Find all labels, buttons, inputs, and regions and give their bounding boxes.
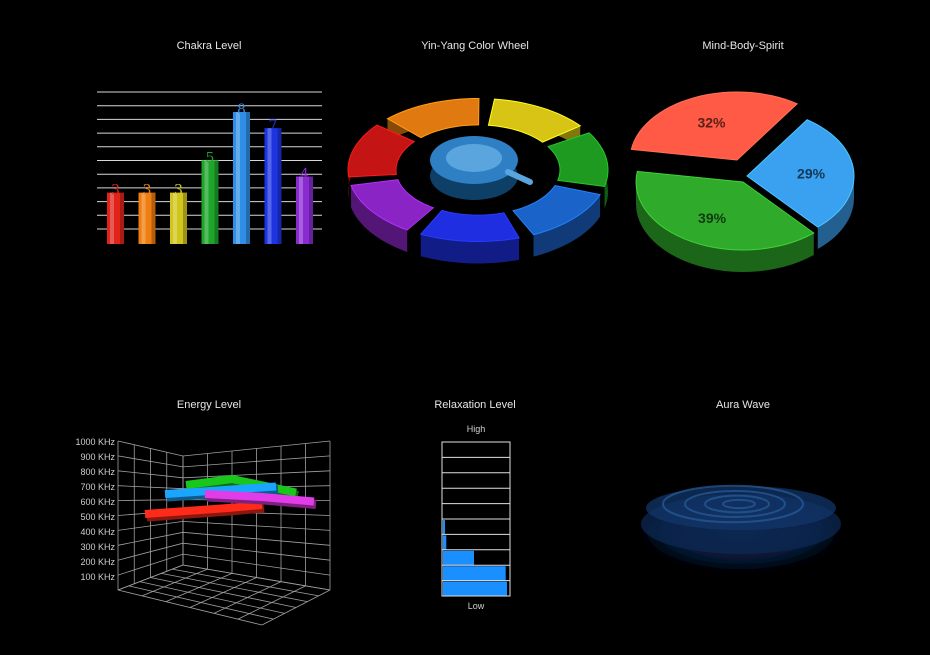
aura-title: Aura Wave [715, 399, 770, 411]
pie-slice-label: 39% [698, 210, 727, 226]
energy-gridline [117, 531, 331, 546]
relax-high-label: High [467, 424, 486, 434]
wheel-segment [386, 97, 480, 139]
color-wheel-chart [347, 97, 609, 264]
energy-tick-label: 700 KHz [80, 482, 115, 492]
wheel-segment [347, 124, 416, 178]
chakra-bar [107, 192, 124, 244]
chakra-value-label: 3 [111, 183, 120, 199]
bar-shade [309, 176, 313, 244]
chakra-value-label: 3 [143, 183, 152, 199]
wheel-segment-side [420, 234, 520, 264]
chakra-bar [138, 192, 156, 244]
chakra-value-label: 5 [206, 150, 215, 166]
bar-shade [151, 192, 156, 244]
chakra-value-label: 7 [269, 118, 278, 134]
bar-shade [246, 112, 250, 244]
relax-bar [443, 581, 508, 596]
pie-slice-label: 32% [697, 115, 726, 131]
wheel-segment [512, 184, 601, 236]
bar-highlight [267, 128, 272, 244]
wheel-segment [547, 132, 609, 187]
chakra-bar-chart: 3 3 3 5 8 7 4 [97, 91, 322, 244]
chakra-bar [201, 160, 219, 244]
energy-gridline [117, 455, 331, 468]
chakra-bar [170, 192, 187, 244]
aura-ring [722, 498, 756, 510]
wheel-pointer [505, 169, 533, 185]
bar-highlight [204, 160, 209, 244]
wheel-center-highlight [446, 144, 502, 172]
chakra-bar [296, 176, 313, 244]
chakra-value-label: 8 [237, 102, 246, 118]
mind-body-spirit-pie: 32% 29% 39% [630, 91, 855, 272]
wheel-segment [419, 209, 520, 242]
energy-title: Energy Level [176, 399, 242, 411]
energy-gridline [117, 520, 331, 531]
energy-tick-label: 100 KHz [80, 572, 115, 582]
bar-highlight [299, 176, 303, 244]
chakra-value-label: 3 [174, 183, 183, 199]
relax-frame [441, 441, 511, 597]
energy-tick-label: 1000 KHz [75, 437, 115, 447]
bar-shade [120, 192, 124, 244]
energy-tick-label: 600 KHz [80, 497, 115, 507]
aura-ring [662, 484, 804, 524]
relax-bar [443, 566, 506, 581]
relax-bar [443, 535, 447, 550]
energy-floor-line [128, 585, 274, 620]
relax-low-label: Low [468, 601, 485, 611]
energy-floor-line [261, 589, 331, 626]
energy-series-line [204, 490, 315, 506]
relaxation-level-chart: High Low [441, 424, 511, 611]
aura-wave-chart [629, 484, 853, 576]
bar-highlight [141, 192, 146, 244]
bar-highlight [236, 112, 240, 244]
chakra-bar [233, 112, 250, 244]
pie-slice-label: 29% [797, 165, 826, 181]
aura-ring [704, 494, 770, 514]
pie-slice-side [636, 182, 814, 272]
pie-slice [746, 119, 855, 228]
bar-highlight [173, 192, 177, 244]
chakra-value-label: 4 [300, 167, 309, 183]
relax-bar [443, 520, 445, 535]
energy-floor-line [237, 585, 306, 620]
bar-shade [214, 160, 219, 244]
wheel-segment-side [351, 185, 408, 252]
pie-slice [630, 91, 799, 161]
wheel-segment [350, 179, 435, 231]
energy-floor-line [117, 589, 263, 626]
mbs-title: Mind-Body-Spirit [702, 40, 784, 52]
pie-slice-side [817, 175, 854, 250]
wheel-segment [487, 98, 582, 143]
relax-title: Relaxation Level [434, 399, 516, 411]
pie-slice [635, 170, 815, 251]
energy-gridline [117, 440, 331, 457]
wheel-segment-side [533, 194, 601, 257]
wheel-title: Yin-Yang Color Wheel [421, 40, 529, 52]
energy-tick-label: 800 KHz [80, 467, 115, 477]
bar-highlight [110, 192, 114, 244]
energy-floor-line [139, 581, 285, 614]
energy-tick-label: 300 KHz [80, 542, 115, 552]
energy-level-chart: 1000 KHz 900 KHz 800 KHz 700 KHz 600 KHz 500 … [75, 437, 331, 626]
energy-gridline [117, 542, 331, 561]
chakra-title: Chakra Level [176, 40, 242, 52]
energy-series-line [144, 501, 263, 518]
relax-bar [443, 550, 475, 566]
bar-shade [277, 128, 282, 244]
bar-shade [183, 192, 187, 244]
aura-ring [684, 490, 786, 518]
energy-floor-line [213, 581, 282, 614]
energy-tick-label: 400 KHz [80, 527, 115, 537]
chakra-bar [264, 128, 282, 244]
energy-tick-label: 900 KHz [80, 452, 115, 462]
energy-tick-label: 500 KHz [80, 512, 115, 522]
energy-tick-label: 200 KHz [80, 557, 115, 567]
